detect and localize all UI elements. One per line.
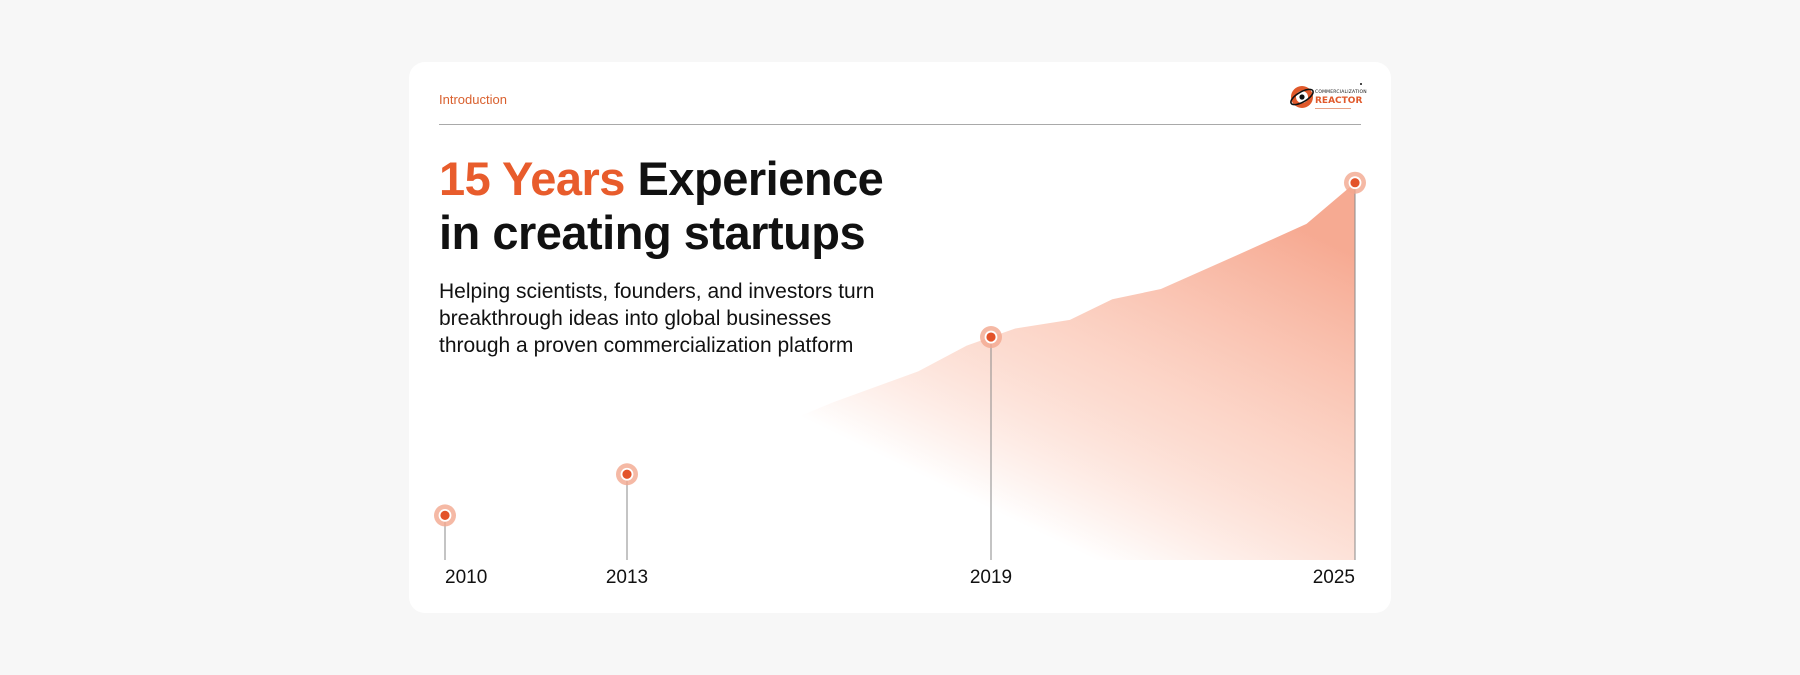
x-tick-label-2025: 2025 (1313, 567, 1355, 588)
growth-area-chart: 2010 2013 2019 2025 (434, 171, 1366, 588)
x-tick-label-2013: 2013 (606, 567, 648, 588)
reactor-logo-icon (1290, 86, 1314, 108)
logo-text-main: REACTOR (1315, 96, 1363, 106)
milestone-point-2010[interactable] (438, 509, 452, 522)
growth-area (445, 182, 1355, 560)
milestone-point-2019[interactable] (984, 330, 998, 344)
logo-text-top: COMMERCIALIZATION (1315, 90, 1367, 95)
section-label: Introduction (439, 92, 507, 107)
title-rest: Experience (624, 152, 884, 205)
x-tick-label-2010: 2010 (445, 567, 487, 588)
page-title: 15 Years Experience in creating startups (439, 152, 884, 260)
title-line2: in creating startups (439, 206, 866, 259)
page-subtitle: Helping scientists, founders, and invest… (439, 280, 875, 357)
logo-underline (1315, 108, 1351, 109)
x-tick-label-2019: 2019 (970, 567, 1012, 588)
logo-dot (1360, 83, 1362, 85)
intro-card: Introduction COMMERCIALIZATION REACTOR 1… (409, 62, 1391, 613)
milestone-point-2013[interactable] (620, 467, 634, 481)
company-logo[interactable]: COMMERCIALIZATION REACTOR (1289, 82, 1367, 112)
header-divider (439, 124, 1361, 125)
title-accent: 15 Years (439, 152, 625, 205)
milestone-point-2025[interactable] (1348, 176, 1362, 190)
